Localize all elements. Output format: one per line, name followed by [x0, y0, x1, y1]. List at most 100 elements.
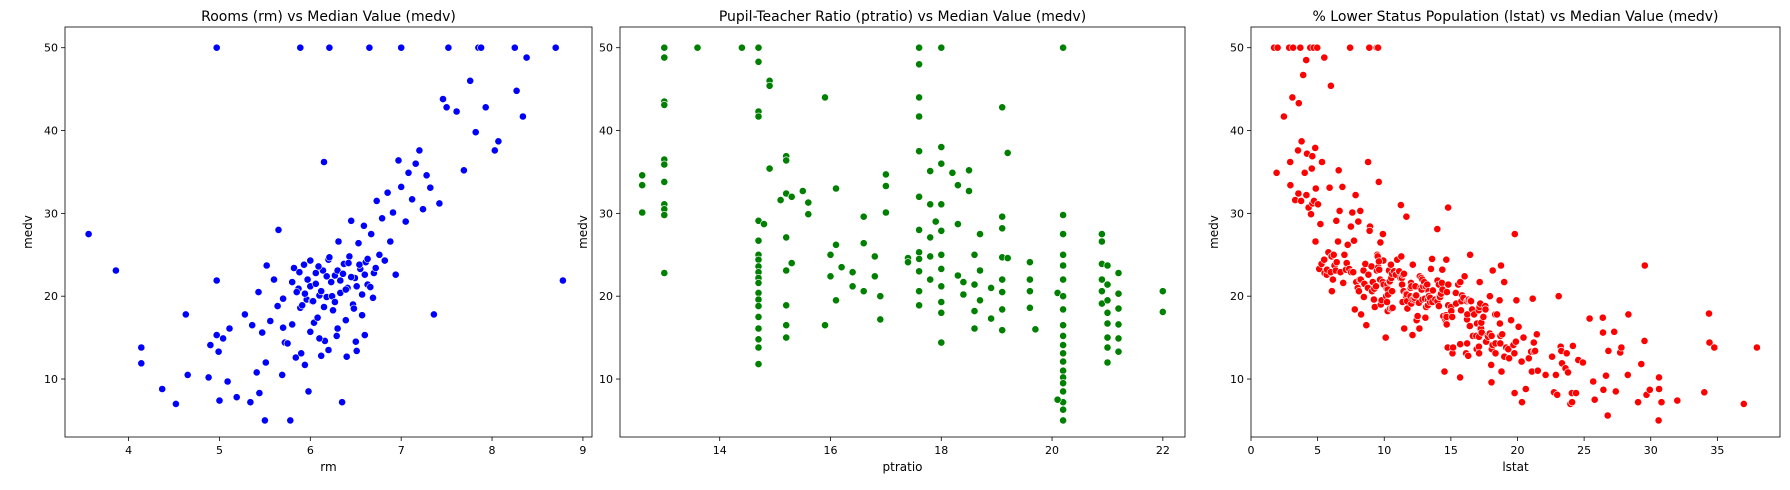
data-point [444, 43, 453, 52]
data-point [358, 311, 366, 320]
data-point [1379, 230, 1387, 238]
data-point [1400, 269, 1408, 278]
data-point [1415, 324, 1424, 333]
x-tick-label: 9 [579, 444, 586, 457]
data-point [1059, 305, 1067, 314]
data-point [1355, 287, 1363, 296]
x-tick-label: 10 [1377, 444, 1391, 457]
data-point [311, 269, 320, 277]
data-point [278, 370, 287, 379]
data-point [360, 331, 369, 339]
data-point [1604, 346, 1613, 355]
data-point [466, 76, 475, 85]
data-point [1059, 379, 1067, 388]
data-point [261, 358, 270, 367]
data-point [859, 212, 868, 221]
scatter-points [638, 43, 1167, 425]
data-point [1311, 237, 1320, 246]
data-point [1421, 313, 1430, 322]
data-point [206, 341, 215, 349]
data-point [1272, 168, 1281, 177]
data-point [1524, 354, 1533, 363]
data-point [215, 396, 224, 405]
data-point [765, 81, 774, 90]
data-point [754, 360, 763, 368]
data-point [342, 352, 351, 361]
data-point [782, 333, 791, 342]
plot-frame [64, 26, 593, 438]
data-point [1328, 287, 1336, 296]
data-point [419, 205, 427, 214]
data-point [1397, 252, 1406, 261]
data-point [372, 196, 381, 205]
data-point [1507, 316, 1515, 325]
data-point [1408, 331, 1417, 339]
data-point [1103, 296, 1112, 305]
data-point [325, 43, 334, 52]
data-point [338, 398, 346, 407]
data-point [1491, 349, 1500, 358]
data-point [915, 93, 923, 102]
data-point [926, 275, 935, 284]
y-tick-label: 40 [599, 125, 613, 138]
x-tick-label: 5 [1314, 444, 1321, 457]
data-point [158, 385, 167, 393]
data-point [1564, 368, 1572, 377]
data-point [1026, 303, 1034, 312]
data-point [965, 187, 973, 195]
data-point [787, 192, 796, 201]
data-point [1381, 333, 1390, 342]
data-point [1372, 282, 1380, 291]
data-point [937, 298, 946, 306]
data-point [1673, 396, 1682, 405]
data-point [481, 103, 490, 112]
data-point [363, 254, 372, 263]
data-point [1572, 389, 1580, 397]
data-point [415, 146, 424, 155]
data-point [1339, 278, 1348, 287]
data-point [442, 103, 451, 112]
data-point [915, 43, 923, 52]
data-point [359, 221, 368, 230]
data-point [333, 324, 342, 333]
data-point [1475, 278, 1484, 286]
scatter-points [1270, 43, 1761, 425]
data-point [354, 239, 363, 248]
data-point [452, 107, 461, 116]
data-point [1280, 112, 1288, 121]
data-point [181, 310, 190, 319]
data-point [1493, 310, 1501, 319]
data-point [915, 267, 923, 276]
data-point [1103, 308, 1112, 317]
data-point [660, 177, 669, 186]
data-point [137, 359, 146, 368]
data-point [401, 217, 410, 226]
data-point [358, 290, 366, 299]
data-point [1375, 265, 1384, 274]
data-point [821, 321, 829, 330]
data-point [1655, 385, 1663, 393]
data-point [1059, 43, 1067, 52]
data-point [937, 143, 946, 151]
data-point [782, 233, 791, 242]
x-tick-label: 16 [823, 444, 837, 457]
data-point [1114, 269, 1123, 277]
data-point [1599, 385, 1608, 394]
data-point [1529, 338, 1538, 347]
data-point [776, 196, 785, 204]
data-point [422, 171, 431, 180]
data-point [204, 373, 213, 382]
data-point [1316, 220, 1325, 228]
data-point [306, 256, 315, 265]
data-point [360, 270, 369, 279]
data-point [490, 146, 499, 155]
data-point [1273, 43, 1282, 52]
data-point [1347, 222, 1355, 231]
data-point [270, 275, 278, 284]
data-point [959, 278, 968, 286]
data-point [1308, 152, 1317, 161]
data-point [1465, 322, 1474, 330]
data-point [1433, 225, 1442, 233]
data-point [137, 343, 146, 352]
data-point [320, 158, 328, 166]
